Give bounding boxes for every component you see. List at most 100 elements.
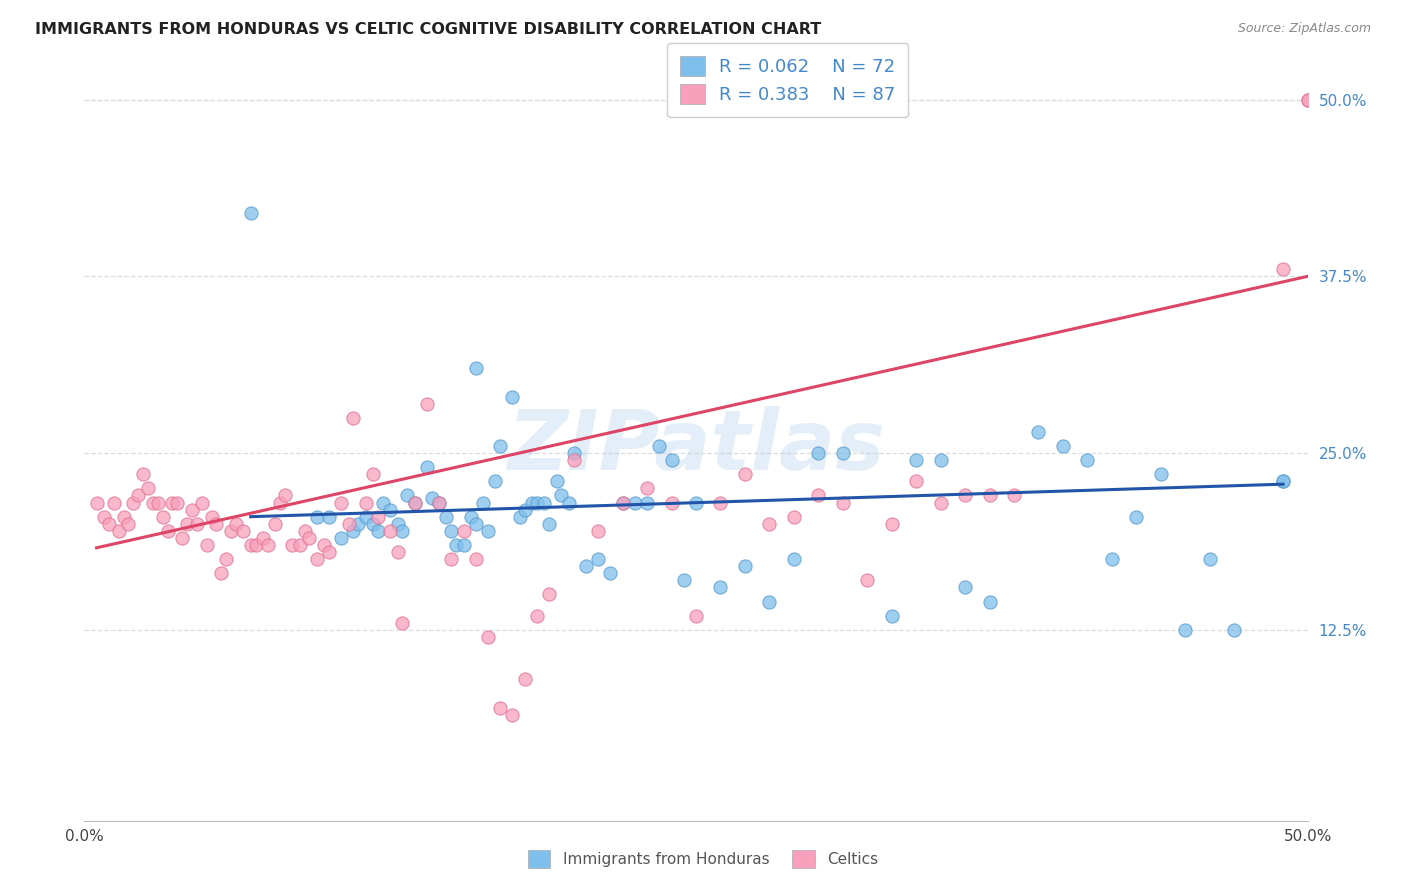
Point	[685, 608, 707, 623]
Point	[380, 502, 402, 516]
Point	[380, 524, 402, 538]
Point	[502, 707, 524, 722]
Point	[205, 516, 228, 531]
Point	[562, 446, 585, 460]
Point	[575, 559, 598, 574]
Point	[191, 495, 214, 509]
Point	[181, 502, 204, 516]
Point	[298, 531, 321, 545]
Point	[709, 580, 731, 594]
Point	[526, 495, 548, 509]
Point	[342, 410, 364, 425]
Point	[734, 467, 756, 482]
Point	[112, 509, 135, 524]
Point	[404, 495, 426, 509]
Point	[636, 482, 658, 496]
Point	[586, 524, 609, 538]
Point	[472, 495, 495, 509]
Point	[929, 453, 952, 467]
Point	[558, 495, 581, 509]
Point	[1272, 262, 1295, 277]
Point	[979, 594, 1001, 608]
Point	[636, 495, 658, 509]
Point	[538, 516, 561, 531]
Point	[288, 538, 311, 552]
Text: IMMIGRANTS FROM HONDURAS VS CELTIC COGNITIVE DISABILITY CORRELATION CHART: IMMIGRANTS FROM HONDURAS VS CELTIC COGNI…	[35, 22, 821, 37]
Point	[294, 524, 316, 538]
Point	[146, 495, 169, 509]
Point	[807, 488, 830, 502]
Point	[305, 552, 328, 566]
Text: ZIPatlas: ZIPatlas	[508, 406, 884, 486]
Point	[1150, 467, 1173, 482]
Point	[1223, 623, 1246, 637]
Point	[520, 495, 543, 509]
Point	[672, 574, 695, 588]
Point	[513, 502, 536, 516]
Point	[444, 538, 467, 552]
Point	[93, 509, 115, 524]
Point	[391, 615, 413, 630]
Point	[347, 516, 370, 531]
Point	[1028, 425, 1050, 439]
Point	[166, 495, 188, 509]
Point	[239, 538, 262, 552]
Point	[436, 509, 458, 524]
Point	[513, 673, 536, 687]
Point	[661, 495, 683, 509]
Point	[239, 205, 262, 219]
Point	[176, 516, 198, 531]
Point	[709, 495, 731, 509]
Point	[562, 453, 585, 467]
Point	[599, 566, 621, 581]
Point	[464, 516, 486, 531]
Point	[416, 396, 439, 410]
Point	[107, 524, 129, 538]
Point	[489, 439, 512, 453]
Point	[979, 488, 1001, 502]
Point	[586, 552, 609, 566]
Point	[953, 580, 976, 594]
Point	[484, 475, 506, 489]
Point	[232, 524, 254, 538]
Point	[905, 453, 928, 467]
Point	[612, 495, 634, 509]
Point	[117, 516, 139, 531]
Point	[245, 538, 267, 552]
Point	[318, 509, 340, 524]
Point	[1125, 509, 1147, 524]
Point	[200, 509, 222, 524]
Point	[152, 509, 174, 524]
Point	[342, 524, 364, 538]
Point	[391, 524, 413, 538]
Point	[367, 509, 389, 524]
Point	[127, 488, 149, 502]
Point	[330, 531, 353, 545]
Point	[219, 524, 242, 538]
Point	[624, 495, 647, 509]
Point	[464, 361, 486, 376]
Point	[318, 545, 340, 559]
Point	[1272, 475, 1295, 489]
Point	[264, 516, 287, 531]
Point	[1296, 93, 1319, 107]
Point	[464, 552, 486, 566]
Point	[122, 495, 145, 509]
Point	[97, 516, 120, 531]
Point	[172, 531, 194, 545]
Point	[807, 446, 830, 460]
Point	[427, 495, 450, 509]
Point	[453, 524, 475, 538]
Point	[86, 495, 108, 509]
Point	[314, 538, 336, 552]
Point	[281, 538, 304, 552]
Point	[734, 559, 756, 574]
Point	[648, 439, 671, 453]
Point	[502, 390, 524, 404]
Point	[354, 495, 377, 509]
Point	[186, 516, 208, 531]
Point	[1198, 552, 1220, 566]
Point	[953, 488, 976, 502]
Point	[856, 574, 879, 588]
Point	[162, 495, 184, 509]
